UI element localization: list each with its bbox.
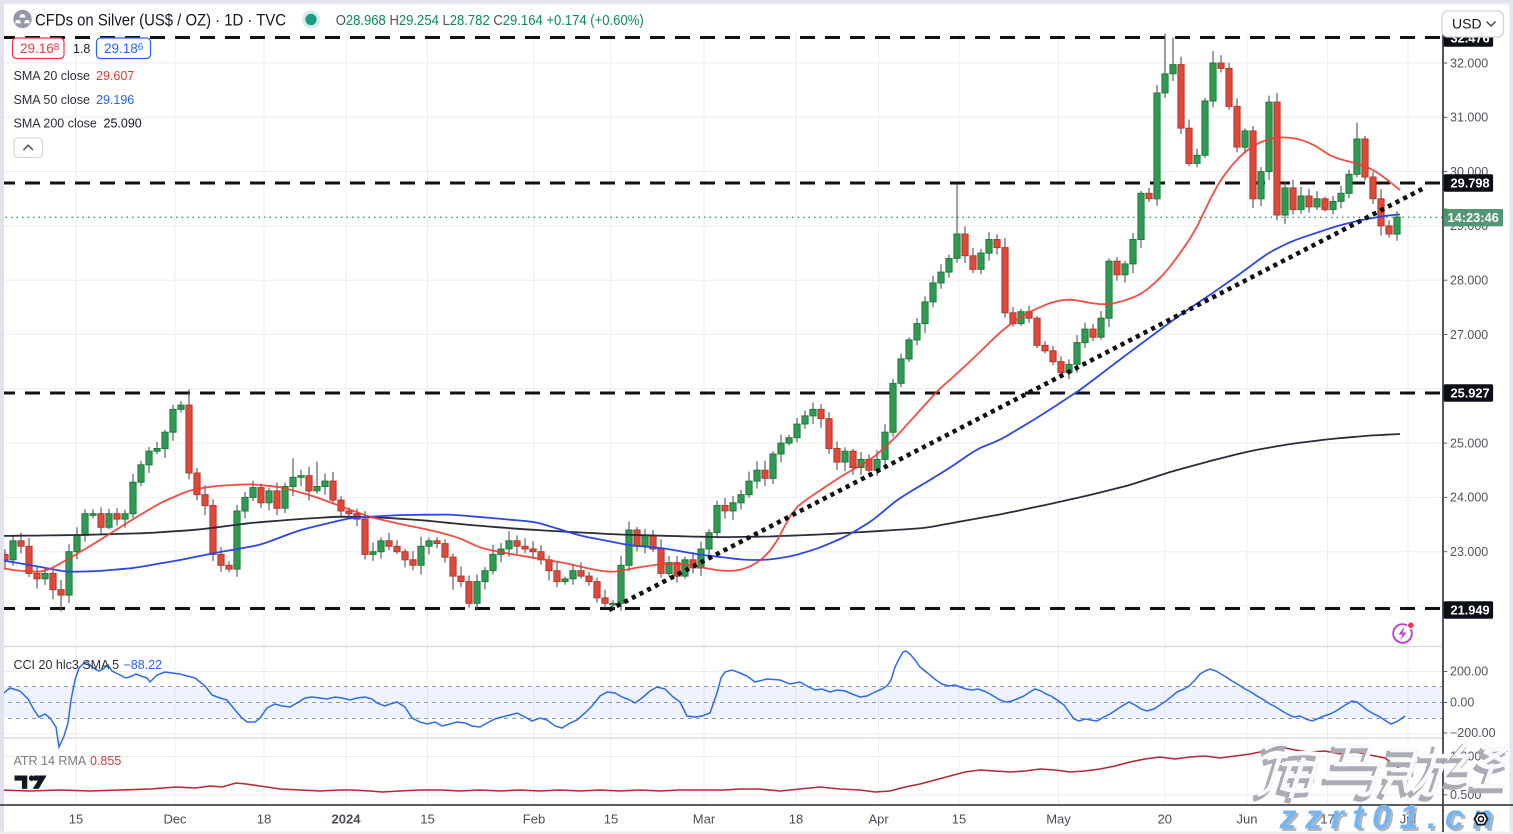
- svg-text:31.000: 31.000: [1450, 111, 1488, 125]
- svg-text:15: 15: [69, 812, 83, 827]
- svg-text:Jul: Jul: [1400, 812, 1417, 827]
- svg-text:15: 15: [604, 812, 618, 827]
- svg-text:18: 18: [257, 812, 271, 827]
- svg-text:15: 15: [420, 812, 434, 827]
- svg-text:25.927: 25.927: [1451, 386, 1490, 401]
- svg-text:CCI 20 hlc3 SMA 5−88.22: CCI 20 hlc3 SMA 5 −88.22: [14, 658, 163, 672]
- svg-text:29.798: 29.798: [1451, 176, 1490, 191]
- svg-text:28.000: 28.000: [1450, 274, 1488, 288]
- svg-text:zzrt01.cn: zzrt01.cn: [1279, 799, 1502, 834]
- svg-text:21.949: 21.949: [1451, 603, 1490, 618]
- svg-text:32.000: 32.000: [1450, 56, 1488, 70]
- svg-text:CFDs on Silver (US$ / OZ) · 1D: CFDs on Silver (US$ / OZ) · 1D · TVC: [35, 12, 286, 30]
- svg-text:29.186: 29.186: [104, 41, 144, 56]
- svg-text:Dec: Dec: [163, 812, 187, 827]
- svg-text:Apr: Apr: [868, 812, 889, 827]
- svg-text:1.8: 1.8: [73, 42, 90, 56]
- svg-text:24.000: 24.000: [1450, 491, 1488, 505]
- svg-text:18: 18: [789, 812, 803, 827]
- svg-text:−200.00: −200.00: [1450, 726, 1496, 740]
- svg-text:27.000: 27.000: [1450, 328, 1488, 342]
- svg-text:200.00: 200.00: [1450, 665, 1488, 679]
- svg-text:17: 17: [1320, 812, 1334, 827]
- svg-text:Feb: Feb: [523, 812, 545, 827]
- svg-text:20: 20: [1158, 812, 1172, 827]
- svg-text:0.00: 0.00: [1450, 696, 1474, 710]
- svg-text:15: 15: [952, 812, 966, 827]
- svg-text:Mar: Mar: [693, 812, 716, 827]
- svg-text:14:23:46: 14:23:46: [1448, 210, 1499, 225]
- svg-text:May: May: [1046, 812, 1071, 827]
- svg-text:zzrt01.cn: zzrt01.cn: [1281, 801, 1504, 834]
- svg-text:23.000: 23.000: [1450, 545, 1488, 559]
- svg-text:25.000: 25.000: [1450, 436, 1488, 450]
- svg-text:O28.968 H29.254 L28.782 C29.16: O28.968 H29.254 L28.782 C29.164 +0.174 (…: [336, 13, 644, 29]
- svg-text:2024: 2024: [332, 812, 362, 827]
- svg-text:29.168: 29.168: [20, 41, 60, 56]
- svg-text:USD: USD: [1452, 16, 1482, 32]
- svg-text:Jun: Jun: [1237, 812, 1258, 827]
